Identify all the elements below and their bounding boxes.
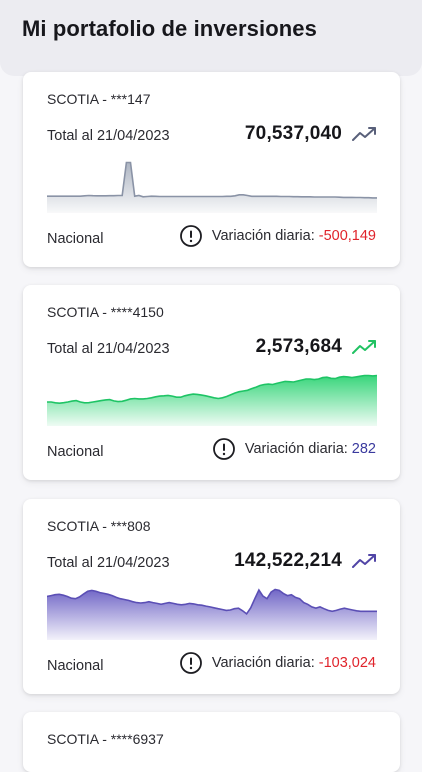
portfolio-card-808[interactable]: SCOTIA - ***808 Total al 21/04/2023 142,…: [23, 499, 400, 694]
total-value: 142,522,214: [234, 550, 342, 571]
alert-circle-icon[interactable]: [179, 225, 202, 247]
sparkline-chart: [47, 161, 377, 213]
account-name: SCOTIA - ***147: [47, 91, 151, 107]
app-header: Mi portafolio de inversiones: [0, 0, 422, 76]
variation-label: Variación diaria:: [211, 228, 315, 244]
variation-value: -103,024: [318, 655, 376, 671]
sparkline-line: [47, 588, 377, 616]
daily-variation: Variación diaria: 282: [212, 438, 376, 460]
total-value: 2,573,684: [255, 336, 342, 357]
total-row: 2,573,684: [256, 336, 378, 358]
account-name: SCOTIA - ***808: [47, 518, 151, 534]
sparkline-line: [47, 374, 377, 405]
market-label: Nacional: [47, 231, 104, 247]
account-name: SCOTIA - ****6937: [47, 731, 164, 747]
portfolio-card-147[interactable]: SCOTIA - ***147 Total al 21/04/2023 70,5…: [23, 72, 400, 267]
total-label: Total al 21/04/2023: [47, 128, 170, 144]
trending-up-icon: [352, 338, 378, 356]
trending-up-icon: [352, 125, 378, 143]
total-row: 70,537,040: [245, 123, 378, 145]
portfolio-card-6937[interactable]: SCOTIA - ****6937: [23, 712, 400, 772]
total-value: 70,537,040: [244, 123, 342, 144]
sparkline-area: [47, 589, 377, 640]
alert-circle-icon[interactable]: [212, 438, 235, 460]
variation-label: Variación diaria:: [244, 441, 348, 457]
total-label: Total al 21/04/2023: [47, 555, 170, 571]
variation-value: 282: [351, 441, 376, 457]
trending-up-icon: [352, 552, 378, 570]
sparkline-chart: [47, 374, 377, 426]
page-title: Mi portafolio de inversiones: [22, 16, 317, 41]
market-label: Nacional: [47, 658, 104, 674]
market-label: Nacional: [47, 444, 104, 460]
daily-variation: Variación diaria: -103,024: [179, 652, 376, 674]
sparkline-line: [47, 161, 377, 199]
daily-variation: Variación diaria: -500,149: [179, 225, 376, 247]
sparkline-chart: [47, 588, 377, 640]
sparkline-area: [47, 162, 377, 213]
sparkline-area: [47, 375, 377, 426]
variation-value: -500,149: [318, 228, 376, 244]
total-label: Total al 21/04/2023: [47, 341, 170, 357]
portfolio-card-4150[interactable]: SCOTIA - ****4150 Total al 21/04/2023 2,…: [23, 285, 400, 480]
total-row: 142,522,214: [234, 550, 378, 572]
variation-label: Variación diaria:: [211, 655, 315, 671]
account-name: SCOTIA - ****4150: [47, 304, 164, 320]
alert-circle-icon[interactable]: [179, 652, 202, 674]
